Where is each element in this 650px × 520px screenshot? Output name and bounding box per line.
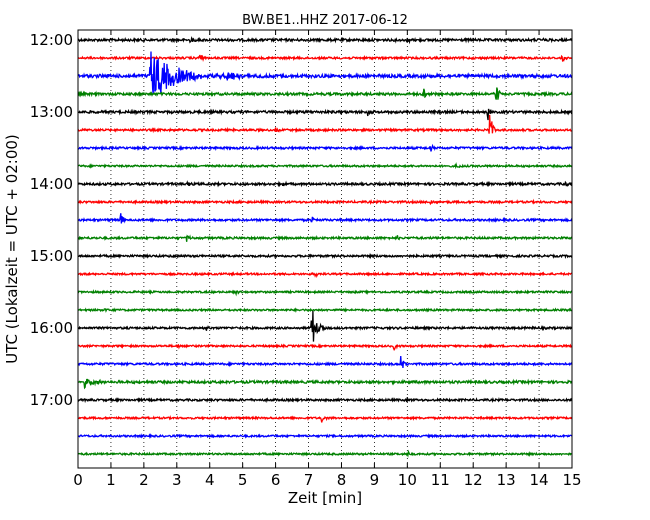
trace-1215 [77,54,573,63]
trace-1630 [77,355,573,368]
trace-1530 [77,289,573,297]
y-tick-label: 12:00 [30,31,73,49]
y-tick-label: 17:00 [30,391,73,409]
trace-1345 [77,161,573,170]
x-tick-label: 0 [73,471,83,489]
y-tick-label: 15:00 [30,247,73,265]
x-tick-label: 5 [238,471,248,489]
x-tick-label: 8 [337,471,347,489]
x-tick-label: 13 [497,471,516,489]
x-tick-label: 1 [106,471,116,489]
x-axis-label: Zeit [min] [288,489,362,507]
trace-1245 [77,87,573,100]
trace-1300 [77,108,573,121]
trace-1445 [77,234,573,242]
trace-1200 [77,35,573,45]
trace-group [77,35,573,458]
x-tick-label: 14 [530,471,549,489]
trace-1230 [77,51,573,95]
x-tick-label: 2 [139,471,149,489]
y-tick-label: 13:00 [30,103,73,121]
trace-1500 [77,252,573,260]
trace-1415 [77,198,573,206]
y-tick-label: 16:00 [30,319,73,337]
x-tick-label: 9 [370,471,380,489]
plot-frame [77,29,573,469]
y-axis-label: UTC (Lokalzeit = UTC + 02:00) [3,134,21,364]
x-tick-label: 4 [205,471,215,489]
trace-1615 [77,343,573,351]
trace-1600 [77,311,573,342]
trace-1515 [77,271,573,279]
trace-1700 [77,396,573,404]
trace-1645 [77,378,573,390]
x-tick-label: 15 [562,471,581,489]
trace-1545 [77,307,573,313]
trace-1730 [77,433,573,440]
trace-1430 [77,213,573,224]
trace-1315 [77,114,573,134]
x-tick-label: 10 [398,471,417,489]
y-tick-label: 14:00 [30,175,73,193]
x-tick-label: 12 [464,471,483,489]
trace-1330 [77,143,573,152]
x-tick-label: 7 [304,471,314,489]
trace-1715 [77,414,573,423]
y-axis-ticks: 12:00 13:00 14:00 15:00 16:00 17:00 [30,31,572,409]
trace-1745 [77,449,573,458]
x-axis-ticks: 0 1 2 3 4 5 6 7 8 9 10 11 12 13 14 15 [73,30,582,489]
chart-title: BW.BE1..HHZ 2017-06-12 [242,13,408,28]
x-tick-label: 11 [431,471,450,489]
trace-1400 [77,180,573,188]
x-tick-label: 6 [271,471,281,489]
x-tick-label: 3 [172,471,182,489]
